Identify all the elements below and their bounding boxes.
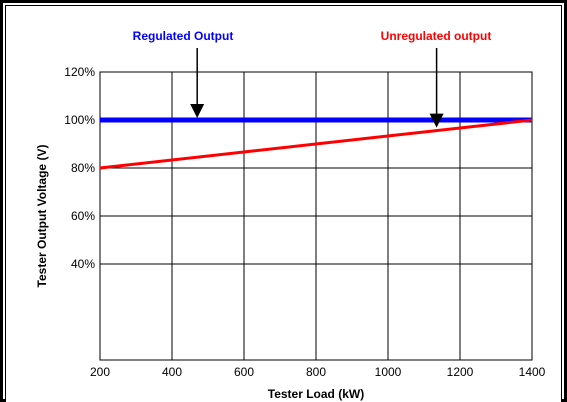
x-tick-label: 1200 — [447, 365, 474, 379]
x-tick-label: 1400 — [519, 365, 546, 379]
series-line-unregulated — [99, 118, 533, 170]
series — [99, 117, 533, 170]
y-tick-label: 80% — [71, 161, 95, 175]
x-tick-label: 400 — [162, 365, 182, 379]
x-tick-label: 600 — [234, 365, 254, 379]
annotations: Regulated Output Unregulated output — [133, 29, 492, 128]
y-tick-label: 40% — [71, 257, 95, 271]
y-tick-label: 60% — [71, 209, 95, 223]
x-axis-label: Tester Load (kW) — [268, 387, 364, 401]
annotation-label: Regulated Output — [133, 29, 234, 43]
y-tick-label: 120% — [64, 65, 95, 79]
annotation-label: Unregulated output — [381, 29, 492, 43]
tick-labels: 200 400 600 800 1000 1200 1400 40% 60% 80% 100% 120… — [64, 65, 545, 379]
x-tick-label: 200 — [90, 365, 110, 379]
x-tick-label: 1000 — [375, 365, 402, 379]
x-tick-label: 800 — [306, 365, 326, 379]
y-tick-label: 100% — [64, 113, 95, 127]
annotation-arrow-head — [429, 113, 444, 128]
annotation-arrow-head — [190, 104, 205, 118]
grid — [99, 71, 533, 361]
y-axis-label: Tester Output Voltage (V) — [35, 145, 49, 288]
